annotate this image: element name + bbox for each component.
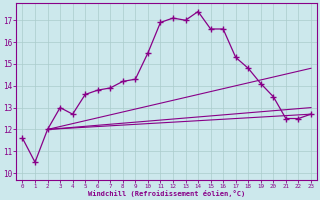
X-axis label: Windchill (Refroidissement éolien,°C): Windchill (Refroidissement éolien,°C) bbox=[88, 190, 245, 197]
